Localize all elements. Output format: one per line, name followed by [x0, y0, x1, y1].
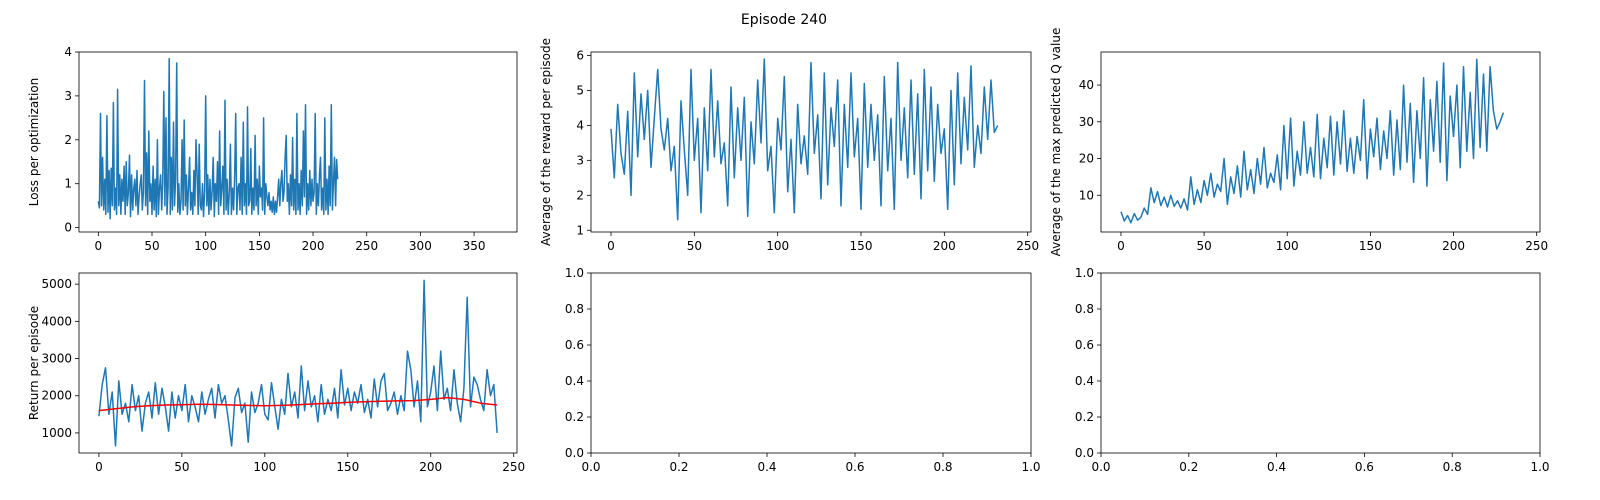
- y-tick-label: 0.6: [565, 338, 584, 352]
- y-tick-label: 1: [576, 223, 584, 237]
- series-line-0: [1120, 58, 1505, 224]
- y-tick-label: 5: [576, 83, 584, 97]
- y-tick-label: 1.0: [1075, 266, 1094, 280]
- x-tick-label: 0.2: [669, 460, 688, 474]
- x-tick-label: 1.0: [1021, 460, 1040, 474]
- x-tick-label: 0: [95, 239, 103, 253]
- loss-plot-panel: 0 50 100 150 200 250 300 350 0 1 2 3 4 Loss per optim…: [27, 45, 518, 253]
- x-tick-label: 150: [336, 460, 359, 474]
- x-tick-label: 250: [1525, 239, 1548, 253]
- x-tick-label: 250: [1016, 239, 1039, 253]
- axes-frame: [78, 51, 518, 233]
- x-tick-label: 150: [850, 239, 873, 253]
- y-tick-label: 1: [64, 177, 72, 191]
- x-tick-label: 300: [409, 239, 432, 253]
- y-tick-label: 0: [64, 221, 72, 235]
- x-tick-label: 200: [302, 239, 325, 253]
- y-tick-label: 0.2: [1075, 410, 1094, 424]
- x-tick-label: 0: [1117, 239, 1125, 253]
- x-tick-label: 0.0: [581, 460, 600, 474]
- axes-frame: [590, 51, 1032, 233]
- y-tick-label: 3: [64, 89, 72, 103]
- y-tick-label: 1.0: [565, 266, 584, 280]
- x-tick-label: 200: [933, 239, 956, 253]
- x-tick-label: 50: [1196, 239, 1211, 253]
- x-tick-label: 0.2: [1179, 460, 1198, 474]
- series-line-0: [97, 57, 339, 220]
- y-tick-label: 3000: [41, 352, 72, 366]
- empty-plot-panel-right: 0.0 0.2 0.4 0.6 0.8 1.0 0.0 0.2 0.4 0.6 0.8 1.0: [1075, 266, 1550, 474]
- x-tick-label: 50: [174, 460, 189, 474]
- y-axis-label: Loss per optimization: [27, 78, 41, 207]
- x-tick-label: 50: [144, 239, 159, 253]
- x-tick-label: 0.4: [1267, 460, 1286, 474]
- series-line-0: [98, 279, 498, 447]
- y-tick-label: 2000: [41, 389, 72, 403]
- return-plot-panel: 0 50 100 150 200 250 1000 2000 3000 4000 5000 Retur…: [27, 272, 525, 474]
- y-tick-label: 10: [1079, 188, 1094, 202]
- y-tick-label: 3: [576, 153, 584, 167]
- x-tick-label: 150: [1359, 239, 1382, 253]
- x-tick-label: 200: [1442, 239, 1465, 253]
- y-tick-label: 0.4: [1075, 374, 1094, 388]
- x-tick-label: 50: [687, 239, 702, 253]
- x-tick-label: 350: [463, 239, 486, 253]
- y-tick-label: 0.0: [1075, 446, 1094, 460]
- y-tick-label: 1000: [41, 426, 72, 440]
- y-tick-label: 0.6: [1075, 338, 1094, 352]
- x-tick-label: 200: [419, 460, 442, 474]
- x-tick-label: 100: [766, 239, 789, 253]
- y-tick-label: 0.2: [565, 410, 584, 424]
- y-tick-label: 2: [576, 188, 584, 202]
- q-value-plot-panel: 0 50 100 150 200 250 10 20 30 40 Average of the ma…: [1049, 28, 1548, 257]
- axes-frame: [1100, 272, 1541, 454]
- x-tick-label: 100: [194, 239, 217, 253]
- x-tick-label: 0.6: [1355, 460, 1374, 474]
- reward-plot-panel: 0 50 100 150 200 250 1 2 3 4 5 6 Average of the rewa…: [539, 38, 1039, 253]
- x-tick-label: 0.6: [845, 460, 864, 474]
- series-line-0: [610, 58, 999, 221]
- y-tick-label: 4000: [41, 314, 72, 328]
- x-tick-label: 0.4: [757, 460, 776, 474]
- axes-frame: [1100, 51, 1541, 233]
- y-tick-label: 4: [64, 45, 72, 59]
- y-axis-label: Average of the max predicted Q value: [1049, 28, 1063, 257]
- y-axis-label: Average of the reward per episode: [539, 38, 553, 246]
- x-tick-label: 150: [248, 239, 271, 253]
- x-tick-label: 100: [253, 460, 276, 474]
- x-tick-label: 0.0: [1091, 460, 1110, 474]
- x-tick-label: 250: [502, 460, 525, 474]
- y-tick-label: 0.8: [1075, 302, 1094, 316]
- axes-frame: [78, 272, 518, 454]
- x-tick-label: 0: [607, 239, 615, 253]
- x-tick-label: 0: [95, 460, 103, 474]
- empty-plot-panel-middle: 0.0 0.2 0.4 0.6 0.8 1.0 0.0 0.2 0.4 0.6 0.8 1.0: [565, 266, 1041, 474]
- x-tick-label: 0.8: [1443, 460, 1462, 474]
- y-tick-label: 40: [1079, 78, 1094, 92]
- x-tick-label: 1.0: [1530, 460, 1549, 474]
- y-tick-label: 0.8: [565, 302, 584, 316]
- figure-title: Episode 240: [741, 12, 827, 28]
- y-tick-label: 0.0: [565, 446, 584, 460]
- y-tick-label: 30: [1079, 115, 1094, 129]
- axes-frame: [590, 272, 1032, 454]
- x-tick-label: 100: [1276, 239, 1299, 253]
- y-tick-label: 5000: [41, 277, 72, 291]
- y-tick-label: 4: [576, 118, 584, 132]
- y-tick-label: 0.4: [565, 374, 584, 388]
- y-tick-label: 20: [1079, 152, 1094, 166]
- y-tick-label: 6: [576, 48, 584, 62]
- series-line-1: [98, 396, 498, 412]
- y-tick-label: 2: [64, 133, 72, 147]
- x-tick-label: 250: [355, 239, 378, 253]
- x-tick-label: 0.8: [933, 460, 952, 474]
- y-axis-label: Return per episode: [27, 306, 41, 420]
